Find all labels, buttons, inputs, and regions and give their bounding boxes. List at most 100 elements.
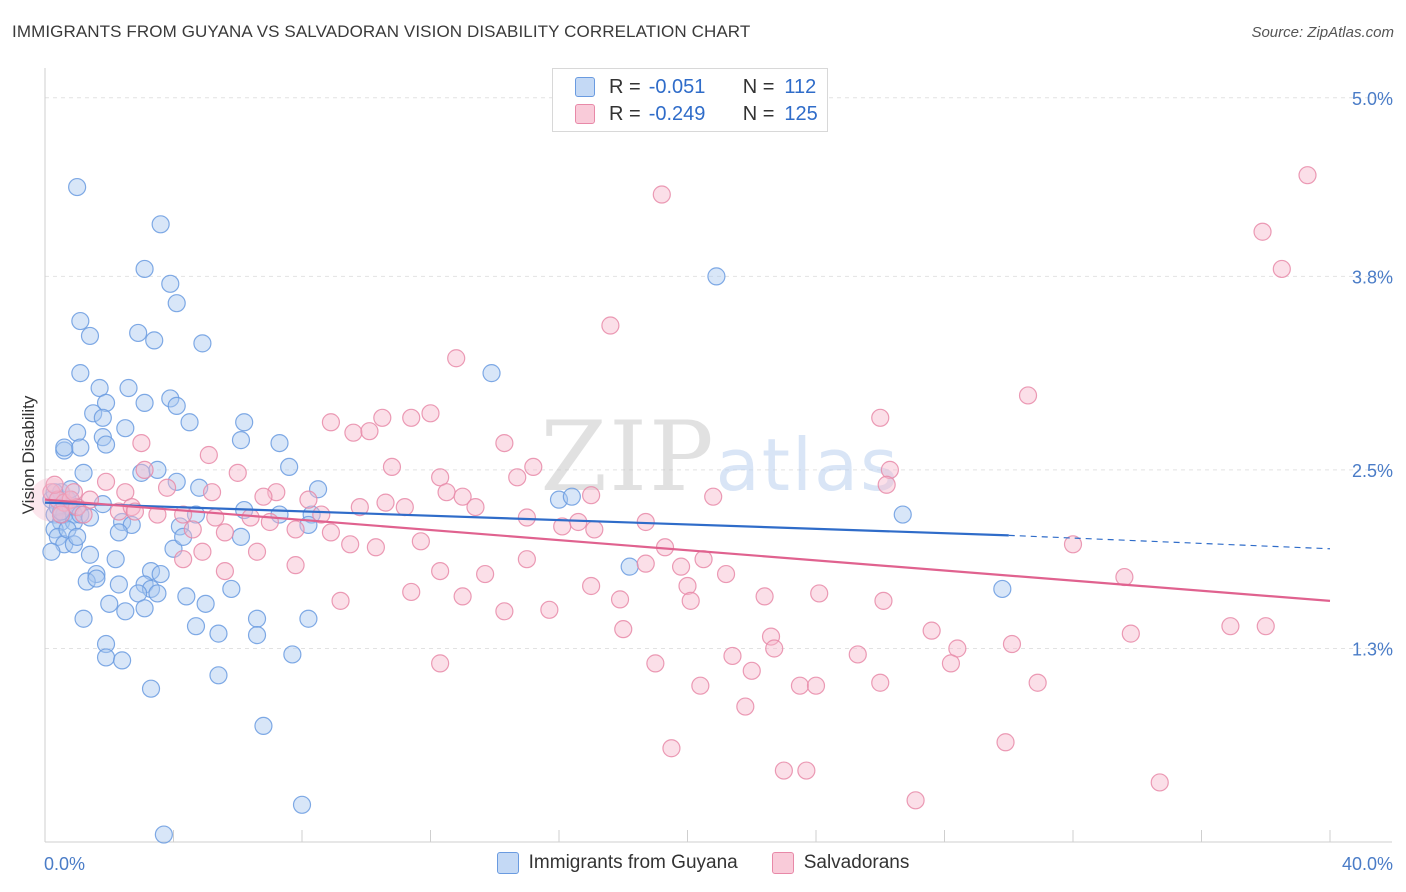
data-point-salvadorans [774, 761, 793, 780]
data-point-salvadorans [135, 460, 154, 479]
legend-swatch-guyana [496, 852, 519, 874]
data-point-guyana [96, 393, 116, 413]
data-point-salvadorans [636, 554, 655, 573]
data-point-salvadorans [202, 483, 222, 502]
data-point-guyana [135, 259, 154, 279]
data-point-guyana [209, 666, 228, 685]
data-point-salvadorans [247, 542, 267, 561]
data-point-salvadorans [64, 483, 84, 502]
data-point-salvadorans [806, 676, 826, 695]
data-point-guyana [196, 594, 215, 613]
trend-line-guyana-extension [1008, 534, 1331, 550]
legend-item-salvadorans: Salvadorans [771, 852, 910, 874]
legend-n-value: 112 [784, 75, 817, 98]
data-point-guyana [112, 651, 132, 670]
data-point-salvadorans [874, 591, 893, 610]
data-point-salvadorans [421, 404, 440, 423]
data-point-guyana [993, 579, 1012, 599]
data-point-guyana [302, 505, 321, 524]
data-point-guyana [96, 634, 116, 654]
data-point-guyana [106, 550, 125, 569]
data-point-guyana [193, 334, 212, 353]
data-point-salvadorans [299, 490, 318, 509]
data-point-salvadorans [453, 587, 472, 606]
data-point-guyana [135, 599, 154, 618]
data-point-salvadorans [1028, 673, 1047, 692]
legend-label-salvadorans: Salvadorans [803, 852, 910, 873]
legend-r-value: -0.249 [648, 102, 706, 125]
data-point-guyana [129, 323, 148, 343]
data-point-guyana [141, 679, 161, 698]
data-point-guyana [222, 579, 241, 599]
data-point-guyana [145, 331, 164, 350]
legend-r-label: R = [609, 102, 641, 125]
data-point-salvadorans [1018, 386, 1038, 405]
data-point-salvadorans [797, 761, 816, 780]
data-point-salvadorans [45, 475, 64, 494]
data-point-salvadorans [704, 487, 723, 506]
data-point-guyana [231, 431, 251, 450]
legend-n-label: N = [742, 102, 775, 125]
data-point-salvadorans [742, 661, 761, 680]
data-point-salvadorans [765, 639, 784, 658]
data-point-guyana [100, 594, 119, 613]
data-point-salvadorans [646, 654, 665, 673]
data-point-salvadorans [341, 535, 360, 554]
data-point-salvadorans [157, 478, 177, 497]
data-point-salvadorans [402, 582, 421, 602]
data-point-salvadorans [723, 646, 742, 666]
data-point-salvadorans [453, 487, 472, 506]
data-point-salvadorans [585, 520, 604, 539]
legend-n-value: 125 [784, 102, 818, 125]
data-point-salvadorans [495, 602, 514, 621]
series-legend: Immigrants from Guyana Salvadorans [0, 852, 1406, 874]
data-point-salvadorans [344, 423, 363, 442]
legend-row-salvadorans: R = -0.249 N = 125 [575, 101, 818, 127]
data-point-salvadorans [610, 590, 630, 609]
data-point-guyana [71, 364, 90, 383]
series-salvadorans-points [29, 166, 1317, 810]
data-point-salvadorans [373, 408, 392, 427]
data-point-guyana [68, 527, 87, 546]
data-point-salvadorans [761, 627, 781, 646]
data-point-salvadorans [466, 497, 485, 517]
legend-r-label: R = [609, 75, 641, 98]
data-point-guyana [109, 523, 128, 542]
data-point-guyana [231, 527, 251, 546]
data-point-guyana [299, 609, 318, 628]
data-point-salvadorans [402, 408, 421, 427]
data-point-guyana [74, 609, 93, 628]
data-point-salvadorans [312, 505, 331, 524]
data-point-salvadorans [437, 483, 456, 502]
data-point-salvadorans [1115, 567, 1134, 587]
legend-swatch-guyana [575, 77, 595, 97]
data-point-salvadorans [614, 620, 633, 639]
data-point-salvadorans [215, 523, 234, 542]
data-point-guyana [562, 487, 581, 506]
legend-swatch-salvadorans [575, 104, 595, 124]
data-point-guyana [893, 505, 912, 524]
data-point-salvadorans [411, 532, 430, 551]
data-point-salvadorans [215, 561, 234, 581]
data-point-salvadorans [1002, 634, 1022, 654]
data-point-salvadorans [360, 422, 379, 441]
data-point-salvadorans [601, 316, 620, 335]
data-point-guyana [109, 575, 128, 594]
legend-row-guyana: R = -0.051 N = 112 [575, 74, 816, 100]
watermark: ZIPatlas [540, 401, 899, 513]
data-point-guyana [148, 584, 167, 603]
data-point-salvadorans [431, 561, 450, 581]
data-point-salvadorans [880, 460, 899, 479]
data-point-guyana [96, 435, 116, 454]
data-point-guyana [180, 413, 199, 432]
data-point-guyana [186, 617, 206, 636]
data-point-salvadorans [553, 517, 572, 536]
data-point-salvadorans [922, 621, 941, 640]
trend-lines [44, 498, 1331, 602]
data-point-salvadorans [96, 472, 116, 491]
data-point-guyana [80, 326, 100, 346]
data-point-salvadorans [1256, 617, 1275, 636]
data-point-salvadorans [1272, 259, 1291, 279]
y-tick-label: 5.0% [1352, 89, 1393, 109]
